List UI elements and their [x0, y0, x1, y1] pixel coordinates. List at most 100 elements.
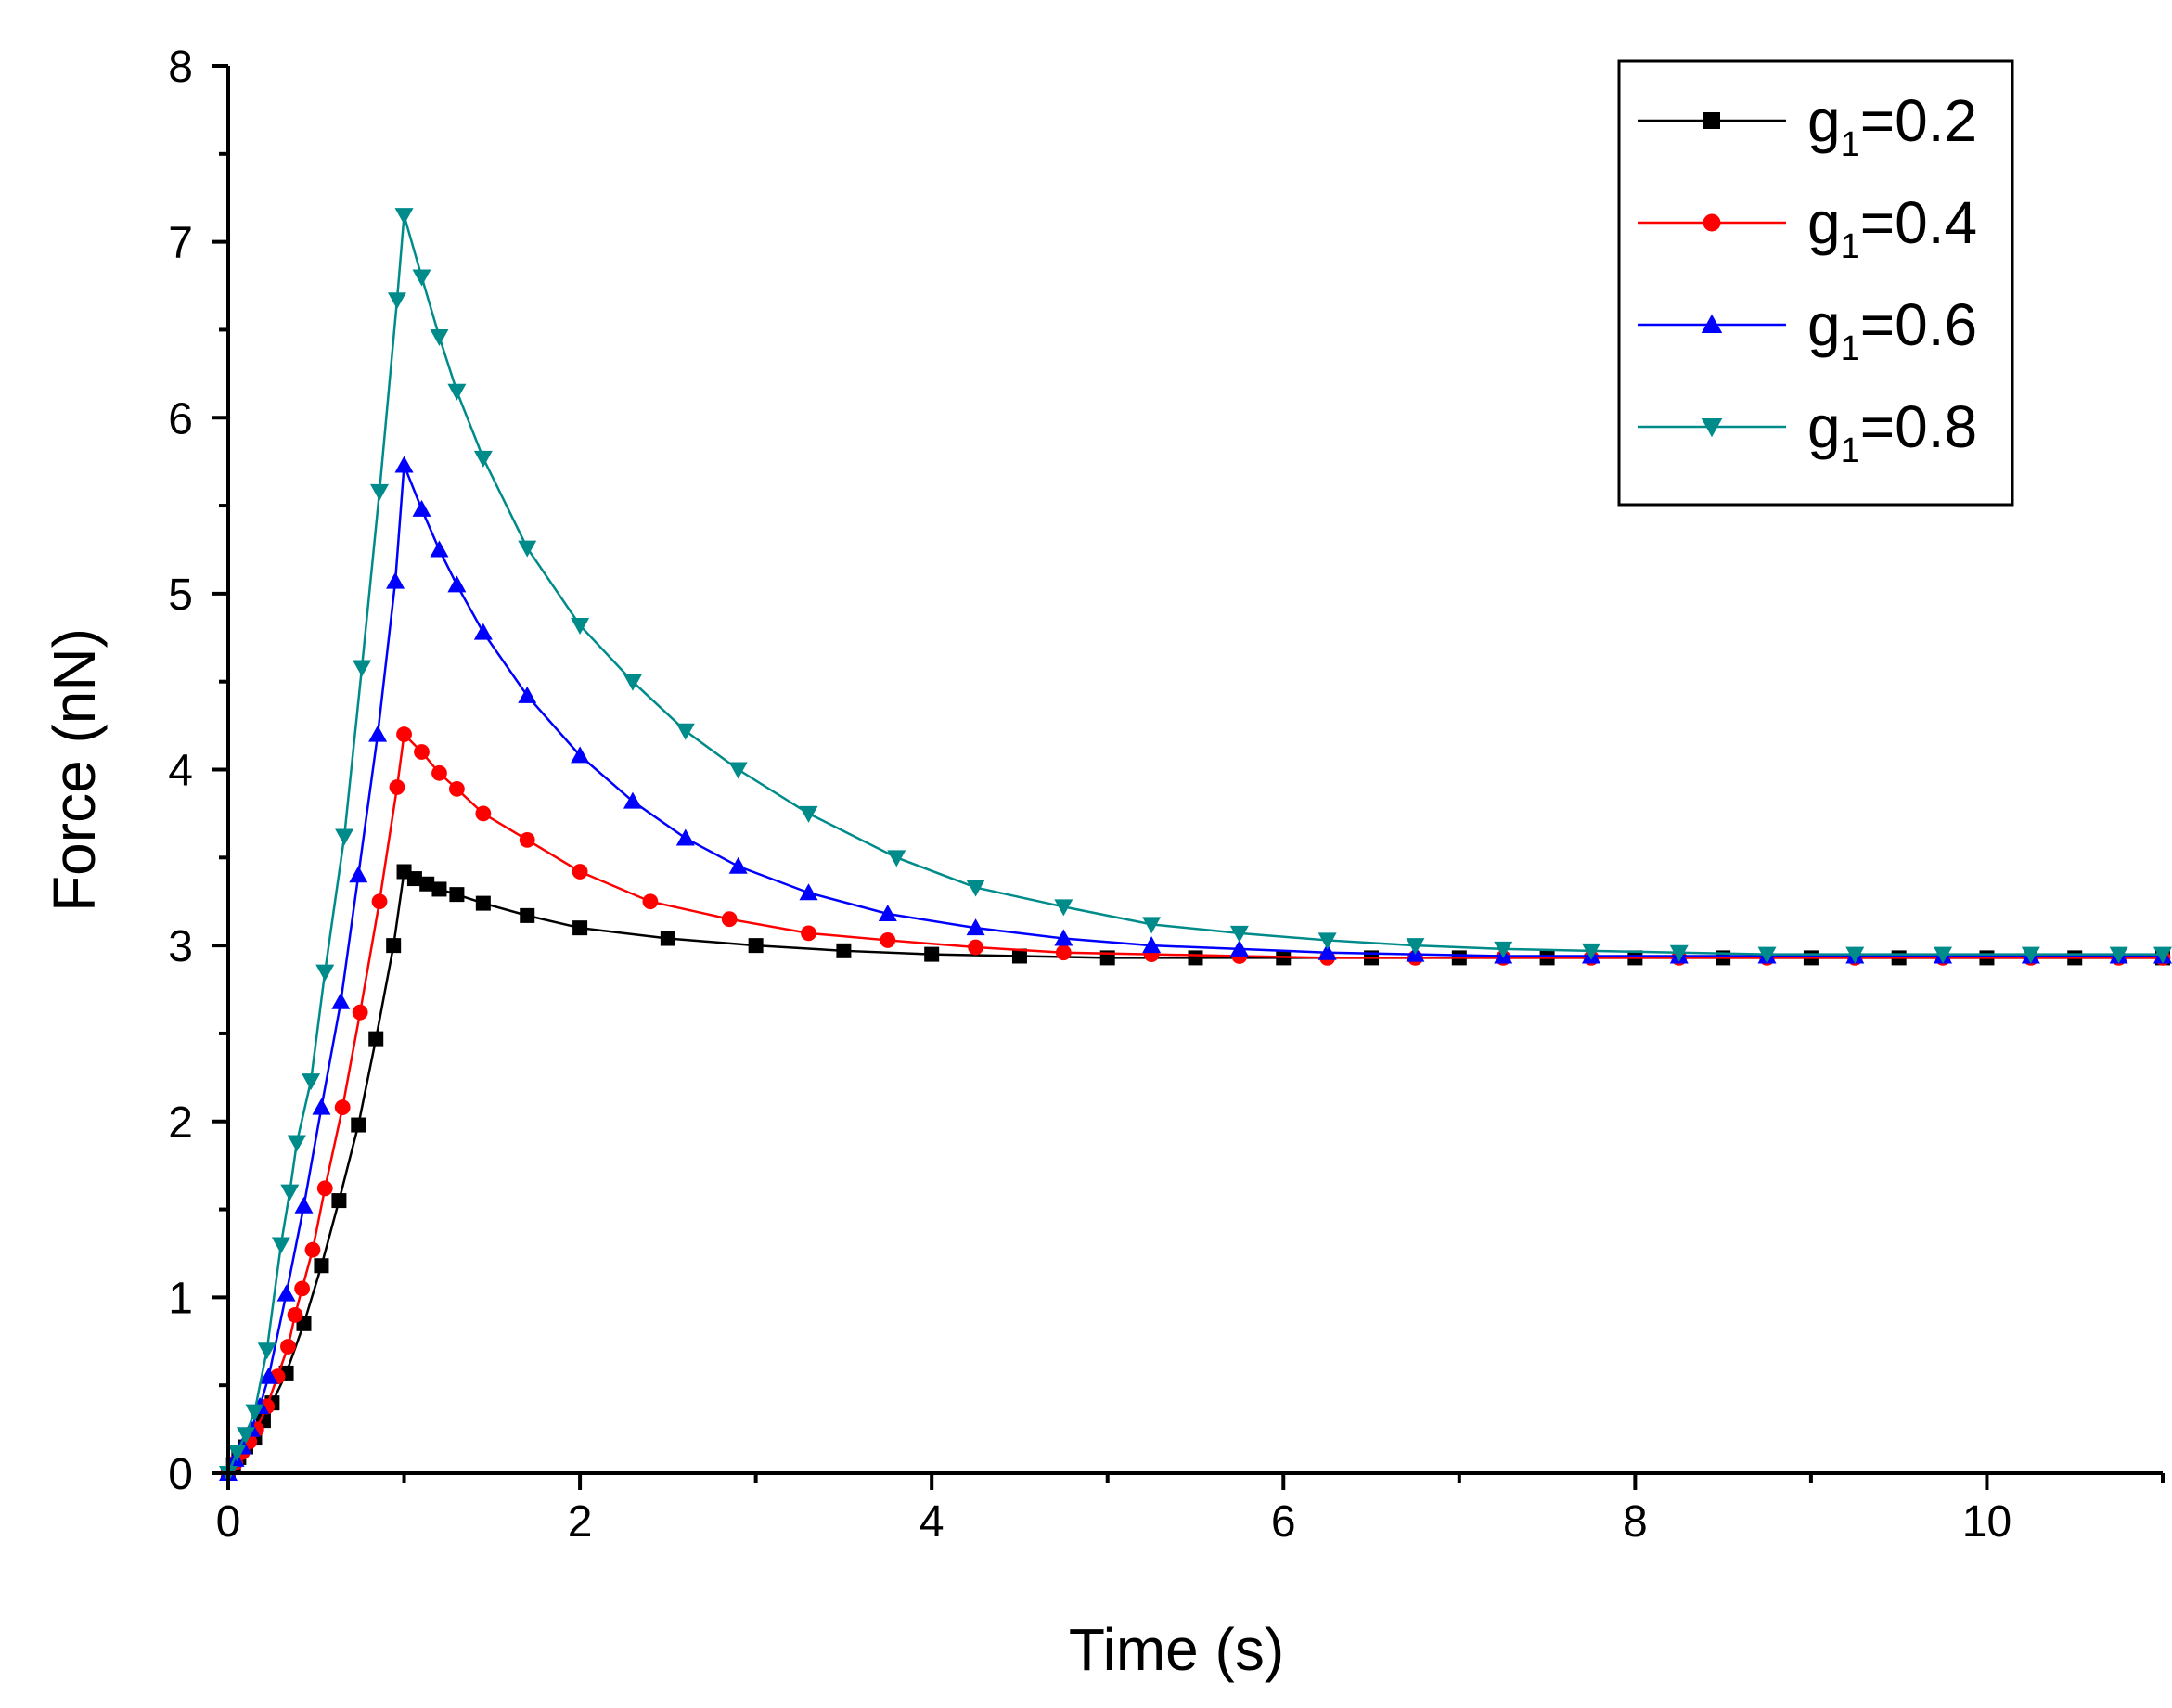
data-point	[430, 329, 449, 347]
x-tick-label: 6	[1271, 1497, 1296, 1547]
data-point	[520, 907, 535, 923]
data-point	[623, 674, 642, 691]
data-point	[518, 540, 537, 558]
data-point	[406, 871, 422, 887]
x-axis-title: Time (s)	[1069, 1616, 1284, 1683]
data-point	[389, 779, 405, 795]
data-point	[331, 1193, 347, 1209]
data-point	[1934, 946, 1953, 964]
data-point	[748, 938, 764, 954]
series-line-2	[226, 464, 2163, 1474]
legend-item-0: g1=0.2	[1638, 87, 1977, 164]
data-point	[245, 1404, 264, 1421]
data-point	[1845, 946, 1865, 964]
data-point	[660, 931, 675, 946]
series-layer	[219, 208, 2172, 1483]
data-point	[396, 726, 412, 742]
data-point	[924, 946, 940, 962]
legend-item-1: g1=0.4	[1638, 189, 1977, 266]
data-point	[294, 1196, 314, 1214]
data-point	[2153, 946, 2172, 964]
data-point	[370, 483, 390, 501]
ticks: 0 2 4 6 8 10 0 1 2 3 4 5 6 7 8	[168, 43, 2165, 1547]
data-point	[414, 744, 430, 760]
legend-label: g1=0.4	[1807, 189, 1977, 266]
data-point	[1406, 938, 1425, 956]
y-tick-label: 3	[168, 922, 193, 971]
data-point	[304, 1241, 321, 1258]
data-point	[257, 1342, 276, 1360]
data-point	[572, 864, 588, 880]
series-3	[219, 208, 2172, 1483]
data-point	[227, 1445, 247, 1462]
legend-box	[1617, 59, 2014, 507]
data-point	[2109, 946, 2128, 964]
data-point	[386, 938, 402, 954]
data-point	[447, 383, 467, 401]
data-point	[387, 292, 406, 310]
x-tick-label: 4	[919, 1497, 945, 1547]
legend-marker	[1701, 418, 1723, 438]
legend-marker	[1703, 112, 1720, 129]
data-point	[302, 1073, 321, 1091]
data-point	[351, 1117, 366, 1133]
data-point	[887, 850, 906, 867]
data-point	[315, 964, 335, 982]
data-point	[280, 1339, 296, 1355]
data-point	[1142, 917, 1162, 934]
y-tick-label: 6	[168, 394, 193, 443]
data-point	[799, 805, 818, 823]
legend-label: g1=0.8	[1807, 393, 1977, 470]
data-point	[572, 920, 588, 936]
x-tick-label: 0	[216, 1497, 241, 1547]
legend-label: g1=0.2	[1807, 87, 1977, 164]
data-point	[449, 887, 465, 903]
y-tick-label: 2	[168, 1098, 193, 1148]
y-tick-label: 0	[168, 1450, 193, 1499]
data-point	[287, 1135, 306, 1152]
data-point	[353, 660, 372, 677]
data-point	[1757, 946, 1777, 964]
data-point	[368, 1031, 384, 1047]
series-line-1	[226, 731, 2163, 1474]
data-point	[431, 764, 447, 781]
y-tick-label: 5	[168, 571, 193, 620]
series-2	[219, 456, 2172, 1481]
x-tick-label: 2	[568, 1497, 593, 1547]
data-point	[312, 1098, 331, 1115]
data-point	[1229, 925, 1249, 943]
data-point	[412, 269, 431, 287]
data-point	[1054, 929, 1073, 946]
data-point	[623, 791, 642, 809]
data-point	[571, 618, 590, 636]
data-point	[675, 828, 695, 846]
data-point	[335, 828, 354, 846]
data-point	[259, 1367, 278, 1384]
data-point	[331, 992, 351, 1009]
data-point	[473, 623, 493, 640]
data-point	[642, 893, 659, 910]
data-point	[1142, 936, 1162, 954]
legend-marker	[1703, 213, 1721, 232]
data-point	[518, 686, 537, 703]
data-point	[294, 1280, 311, 1297]
data-point	[966, 880, 985, 897]
series-1	[220, 726, 2171, 1482]
data-point	[352, 1004, 368, 1021]
data-point	[836, 943, 852, 958]
data-point	[449, 780, 465, 797]
data-point	[368, 725, 388, 742]
data-point	[316, 1180, 333, 1197]
data-point	[419, 876, 435, 892]
data-point	[880, 932, 896, 948]
data-point	[1494, 941, 1513, 958]
legend-marker	[1701, 314, 1723, 333]
x-tick-label: 8	[1623, 1497, 1648, 1547]
data-point	[430, 540, 449, 558]
data-point	[447, 575, 467, 593]
data-point	[473, 450, 493, 468]
data-point	[878, 904, 897, 921]
data-point	[314, 1258, 329, 1274]
legend-item-2: g1=0.6	[1638, 291, 1977, 368]
data-point	[475, 805, 492, 822]
